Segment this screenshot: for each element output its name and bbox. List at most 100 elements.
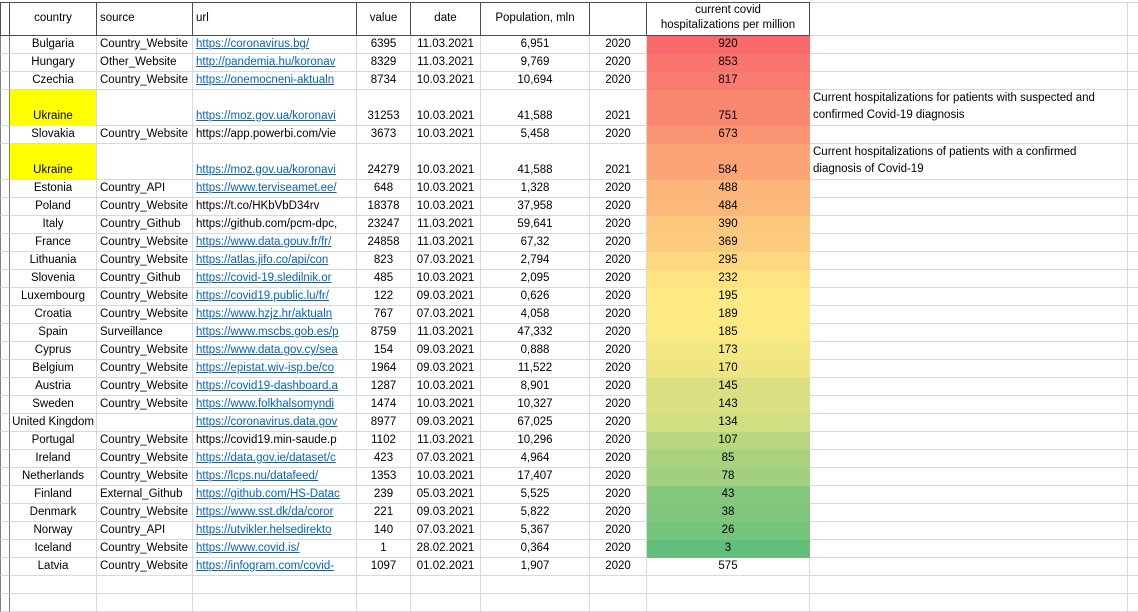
cell-country: Lithuania [10, 252, 97, 270]
url-link[interactable]: https://covid19-dashboard.a [196, 380, 338, 392]
table-row: Norway Country_API https://utvikler.helsed… [0, 522, 1138, 540]
cell-note [810, 450, 1128, 468]
cell-country: Bulgaria [10, 36, 97, 54]
cell-country: Austria [10, 378, 97, 396]
cell-population: 5,822 [481, 504, 590, 522]
url-link[interactable]: https://coronavirus.data.gov [196, 416, 338, 428]
url-link[interactable]: https://www.covid.is/ [196, 542, 300, 554]
cell-source: External_Github [97, 486, 193, 504]
url-link[interactable]: https://www.sst.dk/da/coror [196, 506, 334, 518]
cell-date: 11.03.2021 [411, 54, 481, 72]
cell-hospitalizations: 3 [647, 540, 810, 558]
url-link[interactable]: https://covid-19.sledilnik.or [196, 272, 332, 284]
cell-note [810, 126, 1128, 144]
cell-value: 8734 [357, 72, 411, 90]
cell-url: https://coronavirus.data.gov [193, 414, 357, 432]
table-row: Estonia Country_API https://www.terviseame… [0, 180, 1138, 198]
cell-filler [1128, 234, 1138, 252]
url-link[interactable]: https://www.mscbs.gob.es/p [196, 326, 339, 338]
row-header-cell [0, 450, 10, 468]
url-link[interactable]: https://utvikler.helsedirekto [196, 524, 332, 536]
cell-value: 154 [357, 342, 411, 360]
url-link[interactable]: https://lcps.nu/datafeed/ [196, 470, 319, 482]
cell-value: 6395 [357, 36, 411, 54]
cell-filler [1128, 414, 1138, 432]
cell-population: 17,407 [481, 468, 590, 486]
table-row: Italy Country_Github https://github.com/pc… [0, 216, 1138, 234]
row-header-cell [0, 270, 10, 288]
cell-date: 10.03.2021 [411, 144, 481, 180]
empty-cell [481, 576, 590, 594]
header-filler [1128, 2, 1138, 36]
empty-cell [193, 594, 357, 612]
cell-note [810, 396, 1128, 414]
cell-year: 2020 [590, 432, 647, 450]
row-header-cell [0, 306, 10, 324]
cell-date: 07.03.2021 [411, 522, 481, 540]
cell-hospitalizations: 751 [647, 90, 810, 126]
row-header-cell [0, 540, 10, 558]
cell-source [97, 144, 193, 180]
row-header-cell [0, 288, 10, 306]
cell-population: 5,525 [481, 486, 590, 504]
table-row: Lithuania Country_Website https://atlas.ji… [0, 252, 1138, 270]
url-link[interactable]: https://covid19.public.lu/fr/ [196, 290, 329, 302]
cell-country: Hungary [10, 54, 97, 72]
table-row: Portugal Country_Website https://covid19.m… [0, 432, 1138, 450]
url-link[interactable]: https://www.data.gouv.fr/fr/ [196, 236, 332, 248]
table-row: United Kingdom https://coronavirus.data.g… [0, 414, 1138, 432]
cell-population: 10,694 [481, 72, 590, 90]
cell-year: 2020 [590, 126, 647, 144]
url-link[interactable]: https://www.data.gov.cy/sea [196, 344, 338, 356]
url-link[interactable]: https://infogram.com/covid- [196, 560, 335, 572]
cell-note [810, 288, 1128, 306]
cell-url: https://www.data.gouv.fr/fr/ [193, 234, 357, 252]
cell-year: 2020 [590, 198, 647, 216]
cell-country: Croatia [10, 306, 97, 324]
cell-url: https://github.com/pcm-dpc, [193, 216, 357, 234]
cell-note [810, 306, 1128, 324]
cell-url: https://covid19-dashboard.a [193, 378, 357, 396]
cell-url: https://www.mscbs.gob.es/p [193, 324, 357, 342]
url-link[interactable]: https://www.hzjz.hr/aktualn [196, 308, 333, 320]
table-row: Austria Country_Website https://covid19-da… [0, 378, 1138, 396]
empty-cell [97, 576, 193, 594]
cell-hospitalizations: 143 [647, 396, 810, 414]
cell-country: Iceland [10, 540, 97, 558]
url-link[interactable]: https://github.com/HS-Datac [196, 488, 340, 500]
cell-year: 2020 [590, 342, 647, 360]
cell-year: 2020 [590, 72, 647, 90]
cell-source: Country_Website [97, 198, 193, 216]
url-link[interactable]: https://atlas.jifo.co/api/con [196, 254, 329, 266]
url-link[interactable]: https://www.folkhalsomyndi [196, 398, 335, 410]
cell-url: https://onemocneni-aktualn [193, 72, 357, 90]
url-link[interactable]: https://coronavirus.bg/ [196, 38, 310, 50]
cell-source: Country_Website [97, 558, 193, 576]
cell-year: 2020 [590, 540, 647, 558]
cell-year: 2020 [590, 180, 647, 198]
url-link[interactable]: https://moz.gov.ua/koronavi [196, 110, 336, 122]
url-link[interactable]: https://onemocneni-aktualn [196, 74, 335, 86]
url-link[interactable]: https://www.terviseamet.ee/ [196, 182, 337, 194]
url-link[interactable]: https://moz.gov.ua/koronavi [196, 164, 336, 176]
url-link[interactable]: https://epistat.wiv-isp.be/co [196, 362, 335, 374]
cell-url: https://atlas.jifo.co/api/con [193, 252, 357, 270]
cell-population: 67,025 [481, 414, 590, 432]
cell-note [810, 252, 1128, 270]
cell-value: 1287 [357, 378, 411, 396]
cell-population: 2,095 [481, 270, 590, 288]
cell-source: Country_Website [97, 306, 193, 324]
cell-population: 59,641 [481, 216, 590, 234]
url-link[interactable]: https://data.gov.ie/dataset/c [196, 452, 336, 464]
url-link[interactable]: http://pandemia.hu/koronav [196, 56, 336, 68]
cell-value: 1102 [357, 432, 411, 450]
cell-filler [1128, 450, 1138, 468]
cell-filler [1128, 72, 1138, 90]
cell-filler [1128, 360, 1138, 378]
cell-population: 1,328 [481, 180, 590, 198]
cell-filler [1128, 36, 1138, 54]
cell-country: Sweden [10, 396, 97, 414]
cell-country: Portugal [10, 432, 97, 450]
cell-country: Spain [10, 324, 97, 342]
header-date: date [411, 2, 481, 36]
